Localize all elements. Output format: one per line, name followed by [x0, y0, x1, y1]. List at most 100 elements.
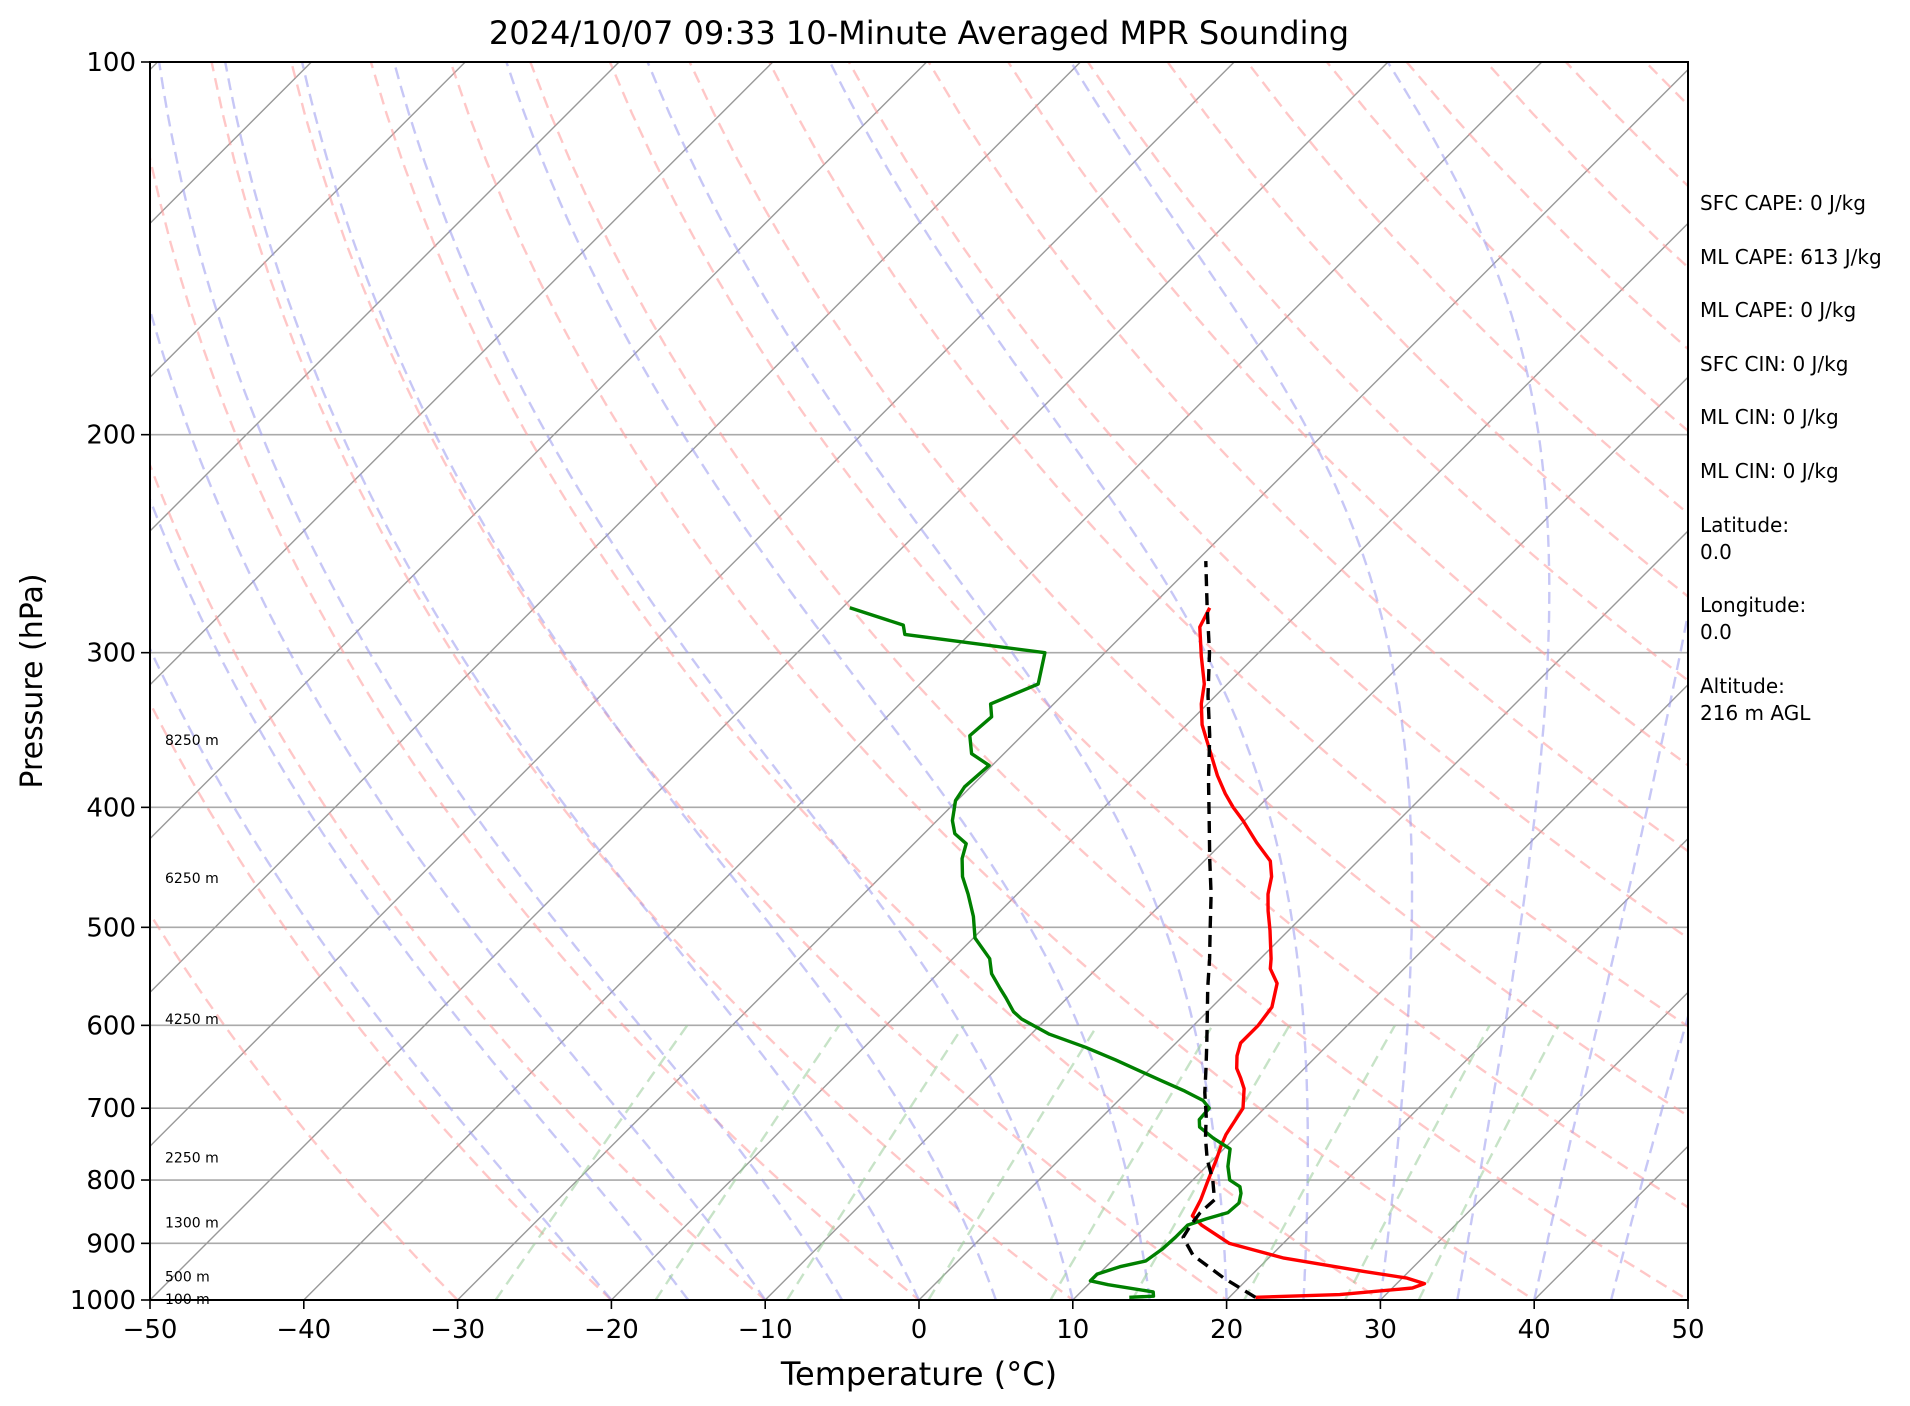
moist-adiabat-line: [392, 62, 1074, 1300]
y-axis-ticks: 100 200 300 400 500 600 700 800 900 1000: [70, 48, 150, 1316]
y-tick-label: 800: [86, 1166, 136, 1196]
y-tick-label: 100: [86, 48, 136, 78]
isotherm-line: [150, 62, 774, 686]
ml-cin-text-2: ML CIN: 0 J/kg: [1700, 459, 1839, 483]
sfc-cape-text: SFC CAPE: 0 J/kg: [1700, 191, 1866, 215]
height-label: 8250 m: [165, 733, 219, 749]
x-axis-label: Temperature (°C): [780, 1355, 1057, 1393]
x-tick-label: −30: [430, 1315, 485, 1345]
moist-adiabat-line: [300, 62, 998, 1300]
mixing-ratio-line: [1131, 1024, 1291, 1300]
x-tick-label: 40: [1518, 1315, 1551, 1345]
x-tick-label: 30: [1364, 1315, 1397, 1345]
moist-adiabat-line: [1533, 607, 1688, 1300]
dry-adiabat-line: [688, 62, 1688, 1118]
moist-adiabat-line: [150, 646, 613, 1300]
dry-adiabat-line: [768, 62, 1688, 1028]
height-label: 6250 m: [165, 871, 219, 887]
y-tick-label: 1000: [70, 1286, 136, 1316]
mixing-ratio-line: [654, 1024, 841, 1300]
dry-adiabat-line: [150, 152, 921, 1300]
mixing-ratio-line: [1243, 1024, 1396, 1300]
y-tick-label: 700: [86, 1094, 136, 1124]
height-label: 500 m: [165, 1269, 210, 1285]
isotherm-line: [150, 62, 1081, 994]
x-axis-ticks: −50 −40 −30 −20 −10 0 10 20 30 40 50: [123, 1300, 1705, 1345]
mixing-ratio-line: [494, 1024, 689, 1300]
ml-cape-text: ML CAPE: 613 J/kg: [1700, 245, 1882, 269]
y-tick-label: 300: [86, 639, 136, 669]
isotherm-line: [150, 62, 928, 840]
dewpoint-profile-line: [849, 606, 1243, 1299]
isotherm-line: [918, 530, 1688, 1300]
x-tick-label: 10: [1056, 1315, 1089, 1345]
moist-adiabat-line: [224, 62, 921, 1300]
x-tick-label: −50: [123, 1315, 178, 1345]
y-tick-label: 900: [86, 1229, 136, 1259]
isotherm-line: [1226, 837, 1688, 1300]
moist-adiabat-line: [150, 305, 767, 1300]
dry-adiabat-line: [847, 62, 1688, 940]
parcel-profile-line: [1181, 561, 1257, 1299]
dry-adiabat-line: [608, 62, 1688, 1209]
ml-cin-text: ML CIN: 0 J/kg: [1700, 405, 1839, 429]
background-lines: [150, 62, 1688, 1300]
moist-adiabat-line: [1069, 62, 1414, 1300]
latitude-value: 0.0: [1700, 540, 1732, 564]
mixing-ratio-line: [1417, 1024, 1560, 1300]
x-tick-label: 50: [1671, 1315, 1704, 1345]
latitude-label: Latitude:: [1700, 513, 1789, 537]
chart-title: 2024/10/07 09:33 10-Minute Averaged MPR …: [489, 14, 1349, 52]
isotherm-line: [150, 62, 466, 379]
isotherm-line: [457, 68, 1688, 1300]
moist-adiabat-line: [828, 62, 1310, 1300]
dry-adiabat-line: [369, 62, 1383, 1300]
x-tick-label: 0: [911, 1315, 928, 1345]
x-tick-label: −20: [584, 1315, 639, 1345]
dry-adiabat-line: [529, 62, 1688, 1300]
isotherm-line: [1379, 991, 1688, 1300]
dry-adiabat-line: [150, 461, 768, 1300]
dry-adiabat-line: [290, 62, 1229, 1300]
mixing-ratio-line: [1343, 1024, 1491, 1300]
moist-adiabat-line: [157, 62, 844, 1300]
altitude-label: Altitude:: [1700, 674, 1785, 698]
dry-adiabat-line: [927, 62, 1688, 853]
x-tick-label: 20: [1210, 1315, 1243, 1345]
isotherm-line: [150, 62, 1389, 1300]
moist-adiabat-line: [1386, 62, 1551, 1300]
x-tick-label: −40: [276, 1315, 331, 1345]
height-label: 4250 m: [165, 1012, 219, 1028]
x-tick-label: −10: [738, 1315, 793, 1345]
height-label: 2250 m: [165, 1150, 219, 1166]
longitude-label: Longitude:: [1700, 593, 1806, 617]
dry-adiabat-line: [150, 700, 614, 1300]
isotherm-line: [764, 376, 1688, 1300]
temperature-profile-line: [1190, 607, 1427, 1299]
isotherm-line: [150, 62, 620, 532]
y-tick-label: 500: [86, 913, 136, 943]
sounding-info-panel: SFC CAPE: 0 J/kg ML CAPE: 613 J/kg ML CA…: [1700, 191, 1882, 725]
mixing-ratio-line: [1049, 1024, 1214, 1300]
dry-adiabat-line: [150, 911, 460, 1300]
ml-cape-text-2: ML CAPE: 0 J/kg: [1700, 298, 1856, 322]
height-label: 1300 m: [165, 1216, 219, 1232]
isotherm-line: [303, 62, 1543, 1300]
isotherm-line: [150, 62, 1235, 1148]
profile-lines: [849, 561, 1427, 1299]
dry-adiabat-line: [1166, 62, 1688, 598]
dry-adiabat-line: [210, 62, 1075, 1300]
sfc-cin-text: SFC CIN: 0 J/kg: [1700, 352, 1848, 376]
isotherm-line: [610, 222, 1688, 1300]
altitude-value: 216 m AGL: [1700, 701, 1811, 725]
mixing-ratio-line: [785, 1024, 965, 1300]
y-tick-label: 600: [86, 1011, 136, 1041]
dry-adiabat-line: [449, 62, 1537, 1300]
longitude-value: 0.0: [1700, 620, 1732, 644]
mixing-ratio-line: [927, 1024, 1099, 1300]
y-tick-label: 400: [86, 793, 136, 823]
y-axis-label: Pressure (hPa): [15, 573, 50, 788]
y-tick-label: 200: [86, 421, 136, 451]
